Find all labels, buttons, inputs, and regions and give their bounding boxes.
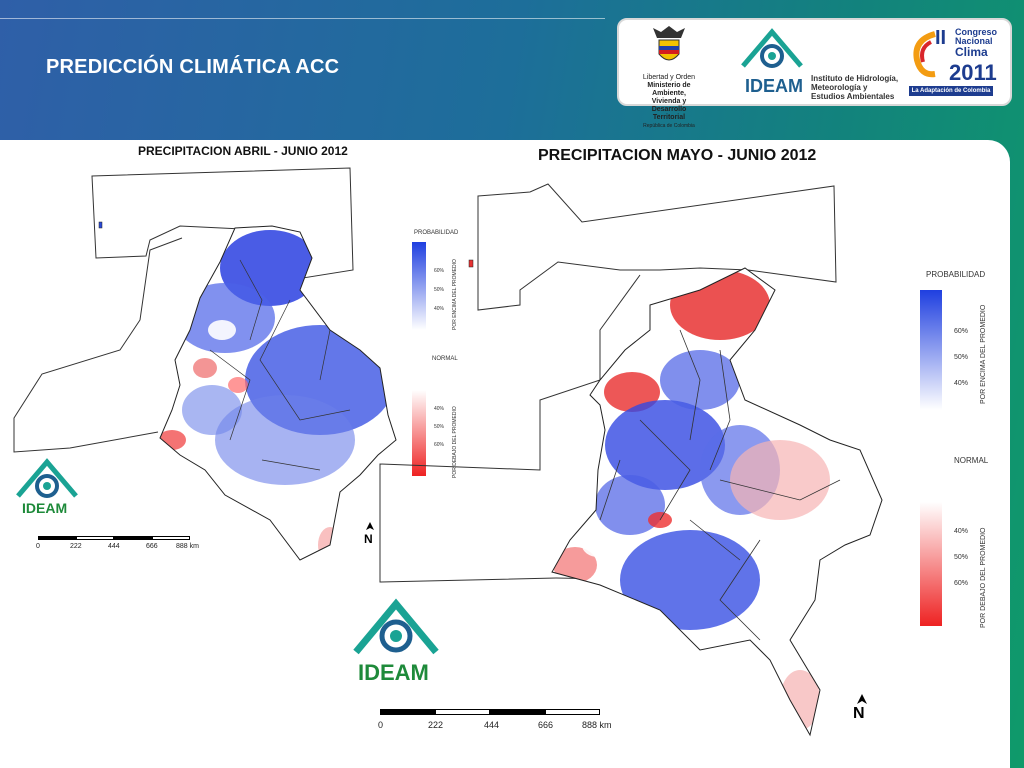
map2-legend-tick: 40% <box>954 528 969 535</box>
map2-scale-label: 666 <box>538 720 554 730</box>
ideam-logo-icon <box>741 28 803 68</box>
map1-scale-label: 888 km <box>176 543 199 550</box>
logo-panel: Libertad y Orden Ministerio de Ambiente,… <box>617 18 1012 129</box>
map2-legend-above-bar <box>920 290 942 410</box>
map2-legend-tick: 40% <box>954 380 969 387</box>
map2-legend-below-bar <box>920 502 942 626</box>
map2-legend-tick: 60% <box>954 580 969 587</box>
map1-scale-label: 222 <box>70 543 82 550</box>
map2-legend-tick: 60% <box>954 328 969 335</box>
map1-legend-tick: 40% <box>434 406 445 412</box>
map2-north-arrow-icon <box>857 694 867 704</box>
map2-ideam-name: IDEAM <box>358 660 429 685</box>
congreso-emblem-icon <box>913 31 936 78</box>
map2-legend-below-side: POR DEBAJO DEL PROMEDIO <box>980 527 987 628</box>
map1-legend-tick: 40% <box>434 306 445 312</box>
map1-north-label: N <box>364 532 373 546</box>
map1-north-arrow-icon <box>366 522 374 530</box>
colombia-coat-of-arms-icon <box>653 26 685 61</box>
map2-legend-below-title: NORMAL <box>954 456 989 465</box>
map2-ideam-logo-icon <box>353 598 439 655</box>
map2-title: PRECIPITACION MAYO - JUNIO 2012 <box>538 147 817 164</box>
map1-legend-tick: 50% <box>434 287 445 293</box>
ideam-name: IDEAM <box>745 76 803 96</box>
map2-legend-above-side: POR ENCIMA DEL PROMEDIO <box>980 304 987 404</box>
map1-scale-bar <box>38 536 190 540</box>
map2-scale-label: 222 <box>428 720 444 730</box>
congreso-year: 2011 <box>949 60 997 85</box>
map1-legend-tick: 60% <box>434 442 445 448</box>
map2-legend-tick: 50% <box>954 554 969 561</box>
congreso-numeral: II <box>935 27 947 49</box>
map2-north-label: N <box>853 705 865 722</box>
map1-scale-label: 666 <box>146 543 158 550</box>
map1-ideam-logo-icon <box>16 458 78 498</box>
ideam-description: Instituto de Hidrología, Meteorología y … <box>811 74 899 101</box>
map2-scale-label: 888 km <box>582 720 612 730</box>
map2-legend-tick: 50% <box>954 354 969 361</box>
map1-legend-above-bar <box>412 242 426 330</box>
map1-legend-tick: 60% <box>434 268 445 274</box>
map1-title: PRECIPITACION ABRIL - JUNIO 2012 <box>138 144 348 158</box>
map1-legend-below-title: NORMAL <box>432 356 458 362</box>
map1-forecast-map <box>13 167 397 561</box>
map1-legend-tick: 50% <box>434 424 445 430</box>
ministerio-text: Libertad y Orden Ministerio de Ambiente,… <box>642 74 696 129</box>
map1-legend-above-title: PROBABILIDAD <box>414 230 459 236</box>
header-divider <box>0 18 605 19</box>
congreso-tagline: La Adaptación de Colombia <box>909 86 993 96</box>
map1-scale-label: 444 <box>108 543 120 550</box>
map1-legend-below-bar <box>412 390 426 476</box>
congreso-lines: Congreso Nacional Clima <box>955 27 998 59</box>
map2-scale-bar <box>380 709 600 715</box>
map1-scale-label: 0 <box>36 543 40 550</box>
map2-scale-label: 0 <box>378 720 384 730</box>
map2-forecast-map <box>379 183 883 737</box>
map1-ideam-name: IDEAM <box>22 500 68 516</box>
page-title: PREDICCIÓN CLIMÁTICA ACC <box>46 56 340 78</box>
map2-legend-above-title: PROBABILIDAD <box>926 270 986 279</box>
map2-scale-label: 444 <box>484 720 500 730</box>
